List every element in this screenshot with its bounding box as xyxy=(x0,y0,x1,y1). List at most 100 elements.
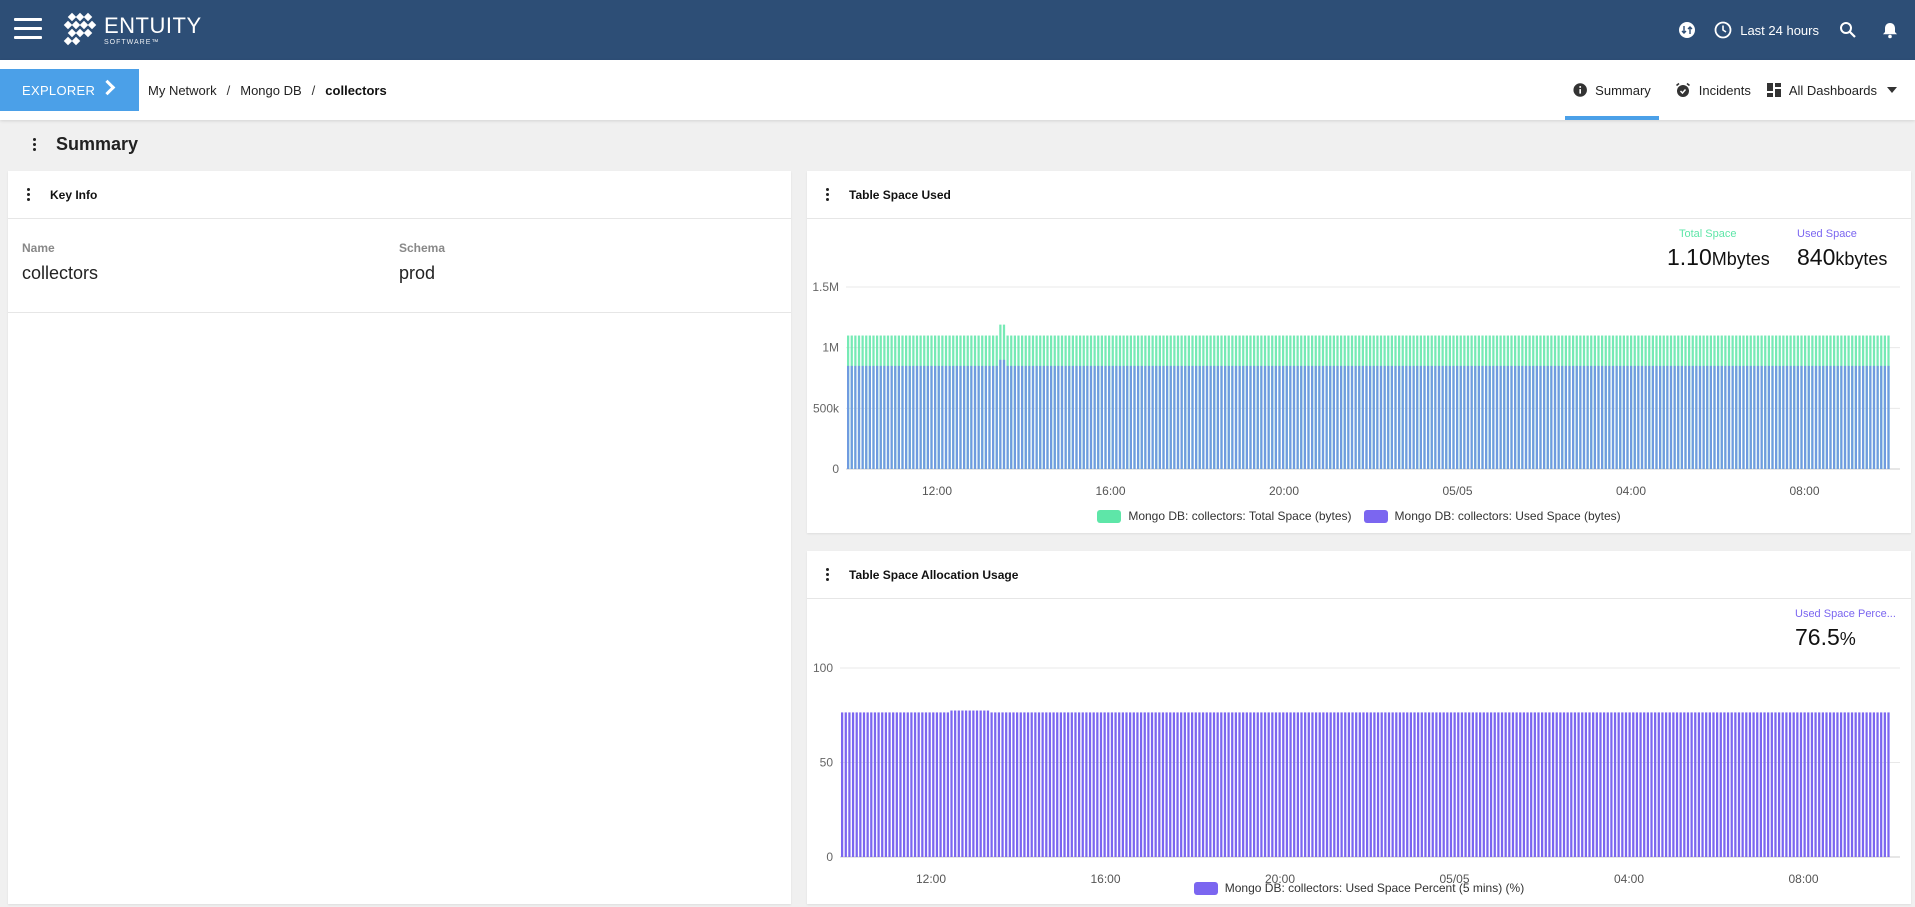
bar xyxy=(1775,365,1778,469)
y-tick-label: 1M xyxy=(822,341,839,355)
breadcrumb-collectors: collectors xyxy=(325,82,387,98)
x-tick-label: 04:00 xyxy=(1616,484,1646,498)
bar xyxy=(1548,712,1551,857)
bar xyxy=(1423,365,1426,469)
bar xyxy=(1183,712,1186,857)
bar xyxy=(897,365,900,469)
used-space-percent-value: 76.5 xyxy=(1795,624,1840,650)
bar xyxy=(1068,365,1071,469)
bar xyxy=(1071,365,1074,469)
bar xyxy=(1854,365,1857,469)
bar xyxy=(1463,365,1466,469)
bar xyxy=(1137,365,1140,469)
page-menu-icon[interactable] xyxy=(26,137,42,152)
bar xyxy=(1256,365,1259,469)
time-range-selector[interactable]: Last 24 hours xyxy=(1714,21,1819,39)
bar xyxy=(1481,365,1484,469)
bar xyxy=(1720,365,1723,469)
bar xyxy=(1617,712,1620,857)
bar xyxy=(1057,365,1060,469)
tab-summary[interactable]: Summary xyxy=(1564,60,1659,120)
key-info-menu-icon[interactable] xyxy=(20,187,36,202)
search-icon[interactable] xyxy=(1837,19,1859,41)
bar xyxy=(1300,365,1303,469)
bar xyxy=(1391,712,1394,857)
bar xyxy=(1622,365,1625,469)
bar xyxy=(894,365,897,469)
bar xyxy=(1271,712,1274,857)
bar xyxy=(995,365,998,469)
bar xyxy=(1329,712,1332,857)
bell-icon[interactable] xyxy=(1879,19,1901,41)
x-tick-label: 12:00 xyxy=(916,872,946,886)
bar xyxy=(1677,365,1680,469)
bar xyxy=(879,365,882,469)
bar xyxy=(1584,712,1588,857)
bar xyxy=(964,710,968,857)
explorer-label: EXPLORER xyxy=(22,82,96,98)
bar xyxy=(943,712,946,857)
bar xyxy=(1194,712,1197,857)
bar xyxy=(1180,365,1183,469)
y-tick-label: 0 xyxy=(832,462,839,476)
bar xyxy=(1597,365,1600,469)
bar xyxy=(1659,365,1662,469)
bar xyxy=(1158,712,1161,857)
bar xyxy=(1271,365,1274,469)
bar xyxy=(1648,365,1651,469)
bar xyxy=(1608,365,1611,469)
bar xyxy=(1195,365,1198,469)
bar xyxy=(1333,712,1336,857)
tab-incidents[interactable]: Incidents xyxy=(1667,60,1759,120)
legend-swatch-total-space xyxy=(1097,509,1122,523)
legend-item-total-space[interactable]: Mongo DB: collectors: Total Space (bytes… xyxy=(1097,509,1352,523)
legend-item-used-space-percent[interactable]: Mongo DB: collectors: Used Space Percent… xyxy=(1193,881,1524,895)
bar xyxy=(1408,365,1412,469)
bar xyxy=(919,365,922,469)
bar xyxy=(1521,365,1524,469)
tab-all-dashboards[interactable]: All Dashboards xyxy=(1759,60,1915,120)
bar xyxy=(1872,712,1876,857)
bar xyxy=(1042,365,1045,469)
bar xyxy=(1016,712,1019,857)
used-space-value: 840 xyxy=(1797,244,1836,270)
bar xyxy=(1021,365,1024,469)
bar xyxy=(1074,712,1077,857)
table-space-allocation-menu-icon[interactable] xyxy=(819,567,835,582)
explorer-button[interactable]: EXPLORER xyxy=(0,69,139,111)
bar xyxy=(1118,365,1122,469)
bar xyxy=(1466,365,1470,469)
bar xyxy=(1590,365,1593,469)
table-space-used-menu-icon[interactable] xyxy=(819,187,835,202)
bar xyxy=(1753,365,1756,469)
bar xyxy=(1231,365,1234,469)
sort-icon[interactable] xyxy=(1676,19,1698,41)
bar xyxy=(876,365,879,469)
bar xyxy=(1887,365,1890,469)
bar xyxy=(1304,712,1307,857)
bar xyxy=(1234,365,1238,469)
app-logo[interactable]: ENTUITY SOFTWARE™ xyxy=(60,12,202,48)
bar xyxy=(939,712,942,857)
bar xyxy=(1296,712,1299,857)
bar xyxy=(1017,365,1020,469)
breadcrumb-separator: / xyxy=(226,82,231,98)
bar xyxy=(883,365,886,469)
hamburger-icon[interactable] xyxy=(14,18,42,40)
bar xyxy=(1515,712,1518,857)
legend-item-used-space[interactable]: Mongo DB: collectors: Used Space (bytes) xyxy=(1363,509,1621,523)
bar xyxy=(1691,365,1694,469)
bar xyxy=(1734,712,1737,857)
used-space-stat: Used Space 840kbytes xyxy=(1797,228,1887,271)
bar xyxy=(1406,712,1409,857)
bar xyxy=(1666,365,1669,469)
bar xyxy=(1506,365,1509,469)
bar xyxy=(1499,365,1502,469)
breadcrumb-mongo-db[interactable]: Mongo DB xyxy=(240,82,302,98)
tab-summary-label: Summary xyxy=(1595,82,1651,98)
bar xyxy=(1184,365,1187,469)
bar xyxy=(1522,712,1526,857)
bar xyxy=(1679,712,1682,857)
breadcrumb-my-network[interactable]: My Network xyxy=(148,82,217,98)
bar xyxy=(1398,365,1401,469)
